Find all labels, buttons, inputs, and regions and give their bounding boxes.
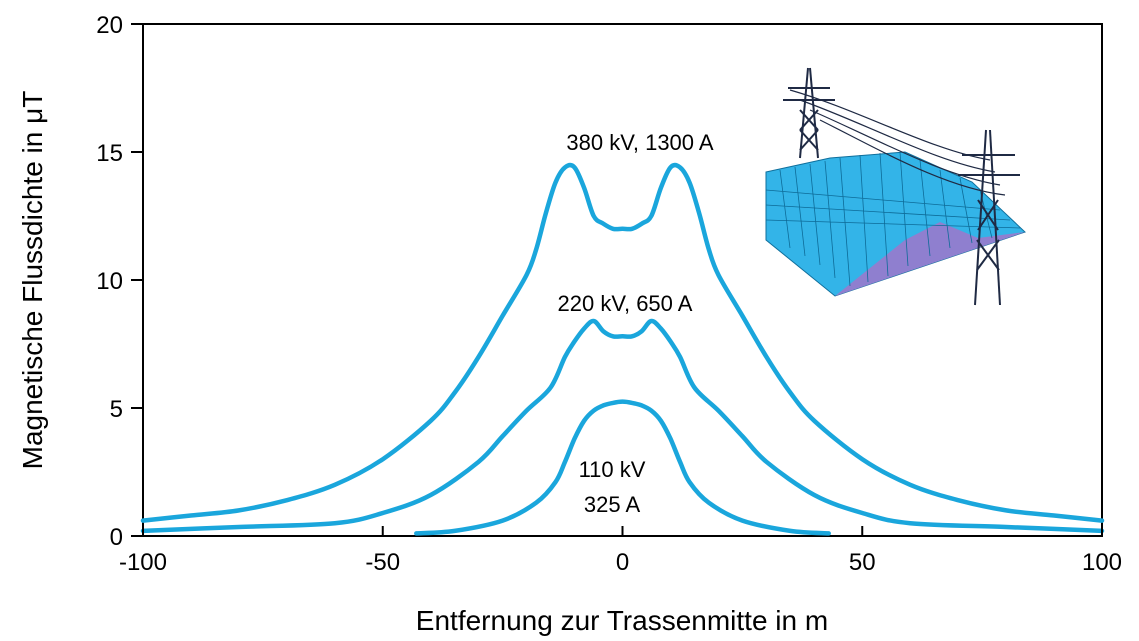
y-axis-title: Magnetische Flussdichte in μT [17,91,48,470]
x-axis-title: Entfernung zur Trassenmitte in m [416,605,828,636]
series-label-2: 110 kV [579,457,646,482]
x-tick-label: 0 [616,549,629,576]
tower-left [783,67,835,159]
series-curve-1 [140,318,1105,534]
y-tick-label: 20 [96,12,123,39]
y-tick-label: 5 [110,396,123,423]
y-tick-label: 0 [110,524,123,551]
series-labels: 380 kV, 1300 A 220 kV, 650 A 110 kV 325 A [558,130,714,517]
series-label-0: 380 kV, 1300 A [566,130,714,155]
series-label-1: 220 kV, 650 A [558,291,693,316]
x-tick-label: 50 [849,549,876,576]
field-mesh-lines [765,151,1021,287]
x-tick-label: 100 [1082,549,1122,576]
axis-ticks: -100 -50 0 50 100 0 5 10 15 20 [96,12,1122,576]
power-line-illustration [765,67,1026,306]
x-tick-label: -50 [365,549,400,576]
y-tick-label: 10 [96,268,123,295]
tower-right [958,129,1020,306]
curves [140,162,1105,536]
series-label-2: 325 A [584,492,641,517]
series-curve-0 [140,162,1105,523]
x-tick-label: -100 [119,549,167,576]
series-curve-2 [414,399,831,536]
y-tick-label: 15 [96,140,123,167]
conductor-lines [789,89,1006,196]
